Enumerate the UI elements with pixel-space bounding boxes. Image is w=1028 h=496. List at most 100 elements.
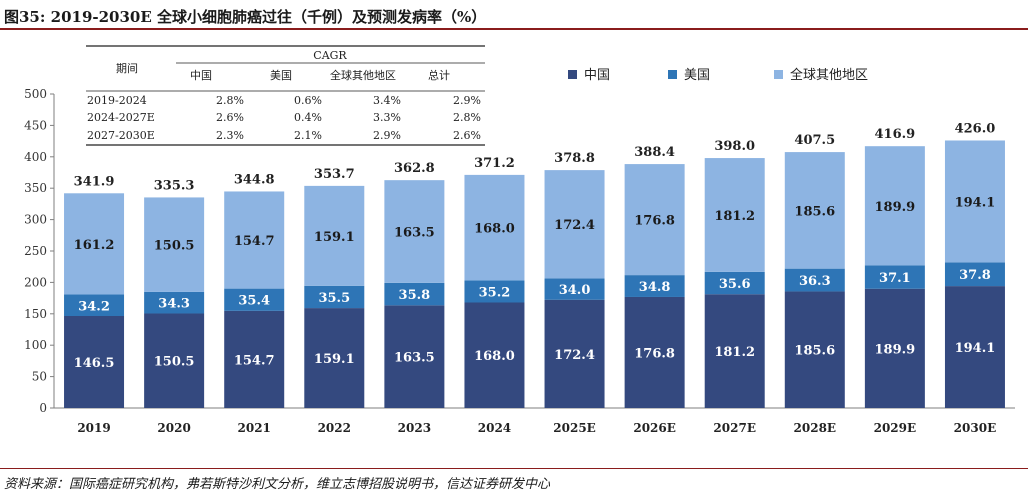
bar-segment bbox=[144, 197, 205, 292]
segment-value-label: 181.2 bbox=[714, 209, 755, 224]
table-column-header: 总计 bbox=[428, 68, 450, 82]
table-value-cell: 2.6% bbox=[453, 129, 481, 142]
source-rule bbox=[0, 468, 1028, 469]
segment-value-label: 34.3 bbox=[158, 297, 190, 312]
segment-value-label: 34.2 bbox=[78, 299, 110, 314]
x-tick-label: 2021 bbox=[238, 421, 271, 435]
bar-segment bbox=[544, 170, 605, 279]
bar-segment bbox=[544, 278, 605, 300]
segment-value-label: 34.0 bbox=[559, 283, 591, 298]
bar-segment bbox=[944, 262, 1005, 287]
x-tick-label: 2022 bbox=[318, 421, 351, 435]
bar-segment bbox=[864, 146, 925, 266]
table-value-cell: 3.3% bbox=[373, 111, 401, 124]
segment-value-label: 194.1 bbox=[955, 341, 996, 356]
bar-total-label: 388.4 bbox=[634, 145, 675, 160]
table-value-cell: 0.6% bbox=[294, 94, 322, 107]
bar-segment bbox=[144, 313, 205, 408]
segment-value-label: 172.4 bbox=[554, 218, 595, 233]
y-tick-label: 350 bbox=[24, 181, 47, 195]
x-tick-label: 2028E bbox=[794, 421, 837, 435]
segment-value-label: 181.2 bbox=[714, 345, 755, 360]
segment-value-label: 189.9 bbox=[875, 342, 916, 357]
bar-segment bbox=[784, 291, 845, 408]
bar-segment bbox=[64, 294, 125, 316]
segment-value-label: 150.5 bbox=[154, 239, 195, 254]
segment-value-label: 37.8 bbox=[959, 268, 991, 283]
bar-total-label: 416.9 bbox=[875, 127, 916, 142]
bar-segment bbox=[304, 308, 365, 408]
bar-segment bbox=[384, 305, 445, 408]
bar-total-label: 378.8 bbox=[554, 151, 595, 166]
y-tick-label: 400 bbox=[24, 150, 47, 164]
segment-value-label: 176.8 bbox=[634, 214, 675, 229]
legend-label: 全球其他地区 bbox=[790, 67, 868, 83]
legend-swatch bbox=[774, 70, 783, 79]
bar-segment bbox=[464, 302, 525, 408]
segment-value-label: 35.4 bbox=[238, 294, 270, 309]
segment-value-label: 35.8 bbox=[399, 288, 431, 303]
table-value-cell: 2.1% bbox=[294, 129, 322, 142]
segment-value-label: 185.6 bbox=[794, 204, 835, 219]
segment-value-label: 159.1 bbox=[314, 352, 355, 367]
y-tick-label: 150 bbox=[24, 307, 47, 321]
bar-total-label: 344.8 bbox=[234, 172, 275, 187]
bar-segment bbox=[144, 291, 205, 314]
bar-segment bbox=[464, 174, 525, 281]
bar-segment bbox=[704, 294, 765, 408]
table-value-cell: 2.8% bbox=[453, 111, 481, 124]
title-rule bbox=[0, 28, 1028, 30]
table-period-cell: 2024-2027E bbox=[87, 111, 155, 124]
segment-value-label: 159.1 bbox=[314, 230, 355, 245]
y-tick-label: 500 bbox=[24, 87, 47, 101]
segment-value-label: 37.1 bbox=[879, 271, 911, 286]
bar-segment bbox=[464, 280, 525, 303]
segment-value-label: 163.5 bbox=[394, 226, 435, 241]
table-period-cell: 2027-2030E bbox=[87, 129, 155, 142]
table-value-cell: 3.4% bbox=[373, 94, 401, 107]
table-group-header: CAGR bbox=[313, 49, 347, 62]
y-tick-label: 50 bbox=[32, 370, 47, 384]
bar-segment bbox=[944, 286, 1005, 408]
table-period-cell: 2019-2024 bbox=[87, 94, 147, 107]
segment-value-label: 161.2 bbox=[74, 238, 115, 253]
bar-segment bbox=[704, 158, 765, 272]
bar-segment bbox=[864, 288, 925, 408]
bar-segment bbox=[864, 265, 925, 289]
segment-value-label: 168.0 bbox=[474, 349, 515, 364]
x-tick-label: 2026E bbox=[633, 421, 676, 435]
figure-title: 图35: 2019-2030E 全球小细胞肺癌过往（千例）及预测发病率（%） bbox=[4, 8, 487, 26]
legend-swatch bbox=[668, 70, 677, 79]
table-value-cell: 2.3% bbox=[216, 129, 244, 142]
segment-value-label: 150.5 bbox=[154, 355, 195, 370]
x-tick-label: 2029E bbox=[874, 421, 917, 435]
segment-value-label: 154.7 bbox=[234, 353, 275, 368]
segment-value-label: 194.1 bbox=[955, 195, 996, 210]
table-value-cell: 2.9% bbox=[373, 129, 401, 142]
table-column-header: 美国 bbox=[270, 69, 292, 82]
x-tick-label: 2030E bbox=[954, 421, 997, 435]
table-value-cell: 0.4% bbox=[294, 111, 322, 124]
segment-value-label: 176.8 bbox=[634, 346, 675, 361]
bar-total-label: 353.7 bbox=[314, 167, 355, 182]
legend-label: 中国 bbox=[584, 68, 610, 83]
source-note: 资料来源：国际癌症研究机构，弗若斯特沙利文分析，维立志博招股说明书，信达证券研发… bbox=[4, 477, 551, 492]
table-row-header: 期间 bbox=[116, 62, 138, 75]
segment-value-label: 35.6 bbox=[719, 277, 751, 292]
bar-segment bbox=[624, 296, 685, 408]
bar-segment bbox=[784, 152, 845, 269]
table-column-header: 中国 bbox=[190, 69, 212, 82]
bar-total-label: 426.0 bbox=[955, 121, 996, 136]
segment-value-label: 35.2 bbox=[479, 285, 511, 300]
bar-segment bbox=[624, 275, 685, 297]
y-tick-label: 450 bbox=[24, 118, 47, 132]
bar-total-label: 407.5 bbox=[794, 133, 835, 148]
bar-segment bbox=[384, 282, 445, 306]
y-tick-label: 250 bbox=[24, 244, 47, 258]
bar-segment bbox=[64, 193, 125, 295]
bar-total-label: 398.0 bbox=[714, 139, 755, 154]
bar-segment bbox=[224, 191, 285, 289]
segment-value-label: 35.5 bbox=[318, 291, 350, 306]
